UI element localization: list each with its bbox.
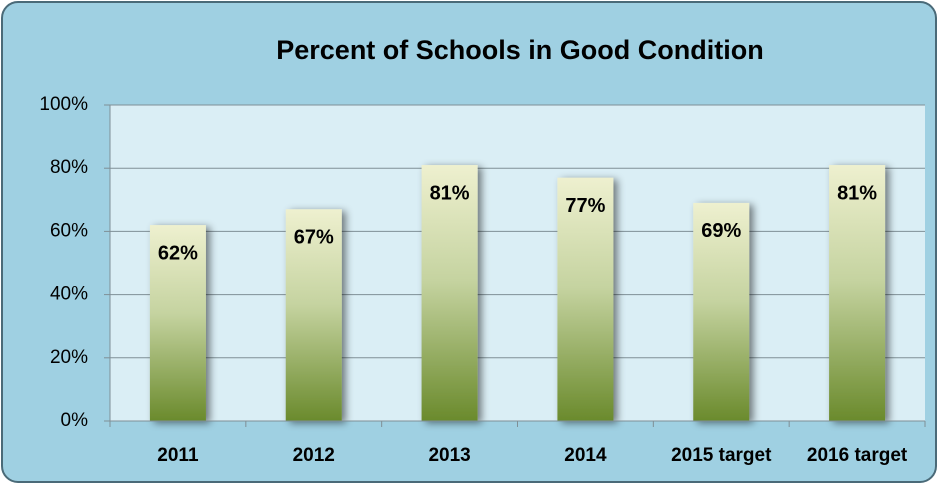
y-tick-label: 40% [50, 284, 88, 305]
x-tick-label: 2013 [428, 445, 470, 466]
y-tick-label: 60% [50, 220, 88, 241]
x-tick-label: 2014 [564, 445, 607, 466]
plot-area [110, 105, 925, 421]
y-tick-label: 0% [61, 410, 89, 431]
x-tick-label: 2012 [293, 445, 335, 466]
bar [693, 202, 750, 421]
bar [285, 209, 342, 421]
y-tick-label: 20% [50, 347, 88, 368]
y-tick-label: 80% [50, 157, 88, 178]
data-label: 67% [294, 227, 334, 249]
data-label: 77% [565, 195, 605, 217]
x-tick-label: 2011 [157, 445, 199, 466]
bar [829, 165, 886, 421]
y-tick-label: 100% [39, 94, 88, 115]
data-label: 81% [430, 182, 470, 204]
bar [557, 177, 614, 421]
data-label: 81% [837, 182, 877, 204]
x-tick-label: 2016 target [807, 445, 908, 466]
chart-title: Percent of Schools in Good Condition [276, 35, 764, 65]
x-tick-label: 2015 target [671, 445, 772, 466]
data-label: 69% [701, 220, 741, 242]
bar [149, 225, 206, 421]
bar [421, 165, 478, 421]
data-label: 62% [158, 242, 198, 264]
